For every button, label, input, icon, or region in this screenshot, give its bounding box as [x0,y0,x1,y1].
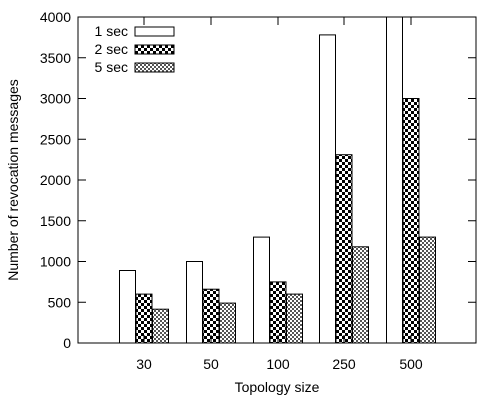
bar-1-sec-500 [386,16,403,344]
bar-2-sec-50 [202,288,220,344]
legend-label: 1 sec [95,23,128,39]
y-tick-label: 4000 [40,9,71,25]
legend-swatch [134,62,175,73]
x-axis-label: Topology size [235,379,320,395]
bar-5-sec-50 [219,302,236,344]
legend-swatch [134,26,175,37]
bar-1-sec-30 [119,270,136,344]
y-tick-label: 1000 [40,254,71,270]
bar-2-sec-100 [269,281,287,344]
bar-1-sec-100 [253,236,270,344]
bar-2-sec-250 [335,154,353,344]
y-tick-label: 2500 [40,131,71,147]
bar-5-sec-30 [152,308,169,344]
y-tick-label: 500 [48,294,72,310]
y-axis-label: Number of revocation messages [5,79,21,281]
x-tick-label: 250 [332,356,356,372]
legend-swatch [134,44,175,55]
x-tick-label: 500 [399,356,423,372]
bar-1-sec-250 [319,34,336,344]
legend-label: 5 sec [95,59,128,75]
bar-1-sec-50 [186,261,203,344]
bar-2-sec-500 [402,98,420,344]
y-tick-label: 2000 [40,172,71,188]
legend: 1 sec 2 sec 5 sec [95,23,175,75]
ticks-layer: 0 500 1000 1500 2000 2500 3000 3500 4000 30 50 100 2… [40,9,476,372]
bar-5-sec-250 [352,246,369,344]
x-tick-label: 30 [136,356,152,372]
y-tick-label: 3000 [40,91,71,107]
y-tick-label: 1500 [40,213,71,229]
x-tick-label: 100 [266,356,290,372]
bar-5-sec-500 [419,236,436,344]
x-tick-label: 50 [203,356,219,372]
y-tick-label: 0 [63,335,71,351]
bar-5-sec-100 [286,293,303,344]
y-tick-label: 3500 [40,50,71,66]
legend-label: 2 sec [95,41,128,57]
